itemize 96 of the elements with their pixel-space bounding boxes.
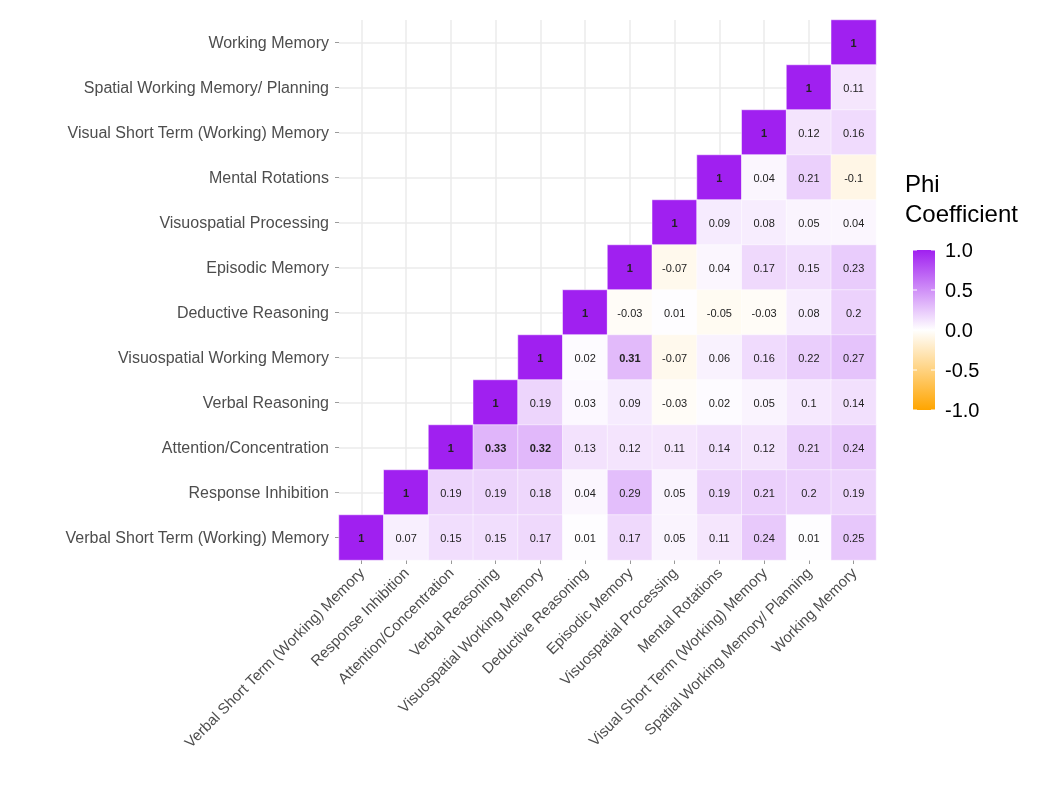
data-label: 0.32 <box>529 441 552 454</box>
data-label: 0.24 <box>842 441 865 454</box>
color-bar-label: -1.0 <box>945 399 980 421</box>
y-tick-label: Mental Rotations <box>208 169 329 186</box>
data-label: 0.02 <box>708 396 731 409</box>
data-label: 0.09 <box>619 396 641 409</box>
data-label: 1 <box>582 306 589 319</box>
data-label: 1 <box>716 171 723 184</box>
color-bar-label: 0.0 <box>945 319 973 341</box>
data-label: 0.04 <box>842 216 865 229</box>
color-bar-label: 1.0 <box>945 239 973 261</box>
data-label: 0.17 <box>529 531 552 544</box>
data-label: 0.01 <box>798 531 820 544</box>
data-label: 0.08 <box>798 306 820 319</box>
data-label: 0.05 <box>663 531 686 544</box>
data-label: 0.19 <box>708 486 731 499</box>
color-bar-title: Phi Coefficient <box>905 169 1019 227</box>
data-label: 0.15 <box>798 261 820 274</box>
data-label: 0.14 <box>708 441 731 454</box>
y-tick-label: Verbal Reasoning <box>202 394 329 411</box>
data-label: 0.19 <box>484 486 507 499</box>
data-label: 0.04 <box>753 171 775 184</box>
data-label: 1 <box>492 396 499 409</box>
data-label: 1 <box>671 216 678 229</box>
y-tick-label: Working Memory <box>208 34 329 51</box>
data-label: 0.12 <box>619 441 641 454</box>
data-label: 0.09 <box>708 216 731 229</box>
data-label: 0.16 <box>753 351 775 364</box>
data-label: 0.24 <box>753 531 775 544</box>
y-tick-label: Attention/Concentration <box>161 439 329 456</box>
data-label: 0.33 <box>484 441 507 454</box>
data-label: 1 <box>805 81 812 94</box>
data-label: 0.12 <box>798 126 820 139</box>
data-label: 0.23 <box>842 261 865 274</box>
data-label: 0.11 <box>709 531 730 544</box>
y-tick-label: Episodic Memory <box>206 259 329 276</box>
data-label: 0.15 <box>440 531 462 544</box>
y-tick-label: Visual Short Term (Working) Memory <box>67 124 329 141</box>
data-label: 0.12 <box>753 441 775 454</box>
data-label: 0.01 <box>663 306 686 319</box>
data-label: 0.05 <box>663 486 686 499</box>
data-label: 0.22 <box>798 351 820 364</box>
data-label: 0.14 <box>842 396 865 409</box>
data-label: -0.07 <box>662 351 688 364</box>
data-label: 0.19 <box>529 396 552 409</box>
data-label: 0.11 <box>664 441 685 454</box>
data-label: 0.27 <box>842 351 865 364</box>
color-bar-label: 0.5 <box>945 279 973 301</box>
data-label: 1 <box>626 261 633 274</box>
y-tick-label: Spatial Working Memory/ Planning <box>83 79 329 96</box>
data-label: 0.08 <box>753 216 775 229</box>
data-label: 0.31 <box>619 351 641 364</box>
data-label: 0.13 <box>574 441 596 454</box>
data-label: 0.04 <box>708 261 731 274</box>
y-tick-label: Visuospatial Working Memory <box>117 349 329 366</box>
data-label: 0.15 <box>484 531 507 544</box>
data-label: 0.21 <box>798 171 820 184</box>
data-label: -0.1 <box>844 171 864 184</box>
data-label: 0.18 <box>529 486 552 499</box>
y-tick-label: Verbal Short Term (Working) Memory <box>65 529 329 546</box>
data-label: 1 <box>850 36 857 49</box>
data-label: 0.04 <box>574 486 596 499</box>
data-label: 0.1 <box>801 396 817 409</box>
data-label: 0.02 <box>574 351 596 364</box>
y-tick-label: Response Inhibition <box>188 484 329 501</box>
data-label: -0.07 <box>662 261 688 274</box>
data-label: 0.01 <box>574 531 596 544</box>
color-bar-label: -0.5 <box>945 359 980 381</box>
data-label: 0.07 <box>395 531 417 544</box>
data-label: 0.05 <box>798 216 820 229</box>
data-label: 0.16 <box>842 126 865 139</box>
data-label: -0.03 <box>617 306 643 319</box>
data-label: 0.29 <box>619 486 641 499</box>
y-tick-label: Deductive Reasoning <box>176 304 329 321</box>
data-label: 0.19 <box>440 486 462 499</box>
data-label: 1 <box>447 441 454 454</box>
data-label: 0.19 <box>842 486 865 499</box>
data-label: 0.11 <box>843 81 864 94</box>
data-label: 0.06 <box>708 351 731 364</box>
data-label: 0.2 <box>801 486 817 499</box>
data-label: 0.21 <box>798 441 820 454</box>
data-label: -0.03 <box>751 306 777 319</box>
data-label: 1 <box>761 126 768 139</box>
data-label: 1 <box>537 351 544 364</box>
data-label: 1 <box>403 486 410 499</box>
data-label: 0.17 <box>619 531 641 544</box>
data-label: 0.17 <box>753 261 775 274</box>
data-label: 0.25 <box>842 531 865 544</box>
data-label: 0.05 <box>753 396 775 409</box>
y-tick-label: Visuospatial Processing <box>159 214 329 231</box>
data-label: -0.03 <box>662 396 688 409</box>
data-label: 0.2 <box>845 306 862 319</box>
data-label: 1 <box>358 531 365 544</box>
data-label: 0.21 <box>753 486 775 499</box>
data-label: -0.05 <box>706 306 732 319</box>
data-label: 0.03 <box>574 396 596 409</box>
